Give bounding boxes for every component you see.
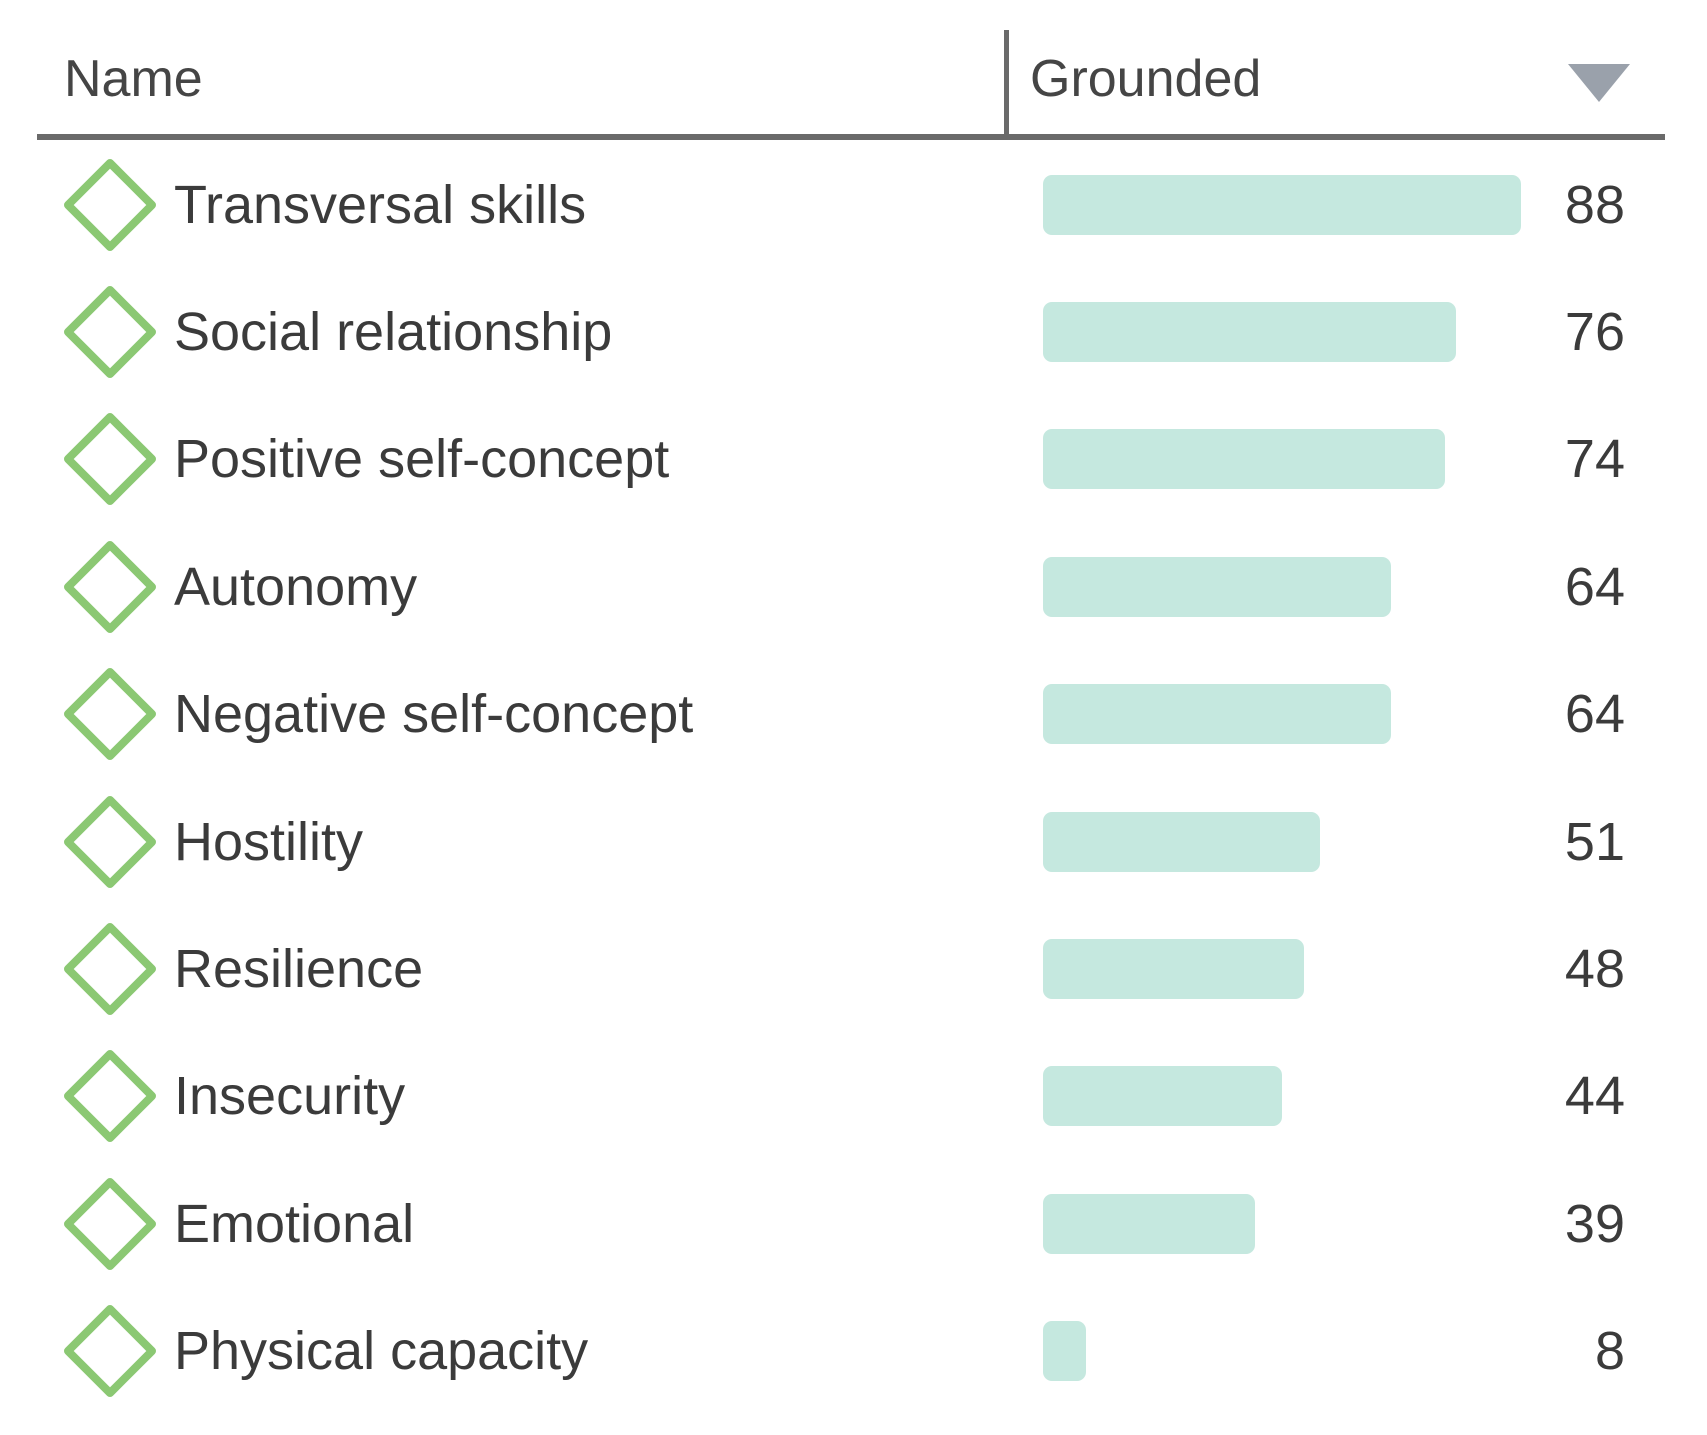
- code-diamond-icon: [64, 1177, 156, 1270]
- code-diamond-icon: [64, 668, 156, 761]
- grounded-value: 48: [1564, 939, 1625, 1000]
- column-divider: [1004, 30, 1009, 135]
- code-name-label: Negative self-concept: [174, 684, 694, 745]
- code-diamond-icon: [64, 286, 156, 379]
- code-name-label: Hostility: [174, 811, 364, 872]
- code-name-label: Transversal skills: [174, 174, 587, 235]
- grounded-value: 44: [1564, 1066, 1625, 1127]
- grounded-bar: [1043, 174, 1521, 235]
- grounded-bar: [1043, 811, 1320, 872]
- grounded-value: 8: [1594, 1321, 1625, 1382]
- code-name-label: Autonomy: [174, 556, 418, 617]
- grounded-bar: [1043, 1193, 1255, 1254]
- grounded-bar: [1043, 684, 1391, 745]
- table-row[interactable]: Negative self-concept 64: [0, 651, 1707, 778]
- table-rows: Transversal skills 88 Social relationshi…: [0, 141, 1707, 1415]
- code-diamond-icon: [64, 923, 156, 1016]
- grounded-bar: [1043, 556, 1391, 617]
- table-row[interactable]: Resilience 48: [0, 905, 1707, 1032]
- code-name-label: Positive self-concept: [174, 429, 670, 490]
- table-row[interactable]: Physical capacity 8: [0, 1288, 1707, 1415]
- grounded-bar: [1043, 302, 1456, 363]
- code-diamond-icon: [64, 1305, 156, 1398]
- code-diamond-icon: [64, 540, 156, 633]
- code-name-label: Resilience: [174, 939, 424, 1000]
- table-row[interactable]: Insecurity 44: [0, 1033, 1707, 1160]
- grounded-bar: [1043, 1321, 1086, 1382]
- grounded-bar: [1043, 429, 1445, 490]
- header-underline: [37, 134, 1665, 140]
- code-name-label: Physical capacity: [174, 1321, 589, 1382]
- code-name-label: Social relationship: [174, 302, 613, 363]
- grounded-value: 51: [1564, 811, 1625, 872]
- grounded-value: 64: [1564, 684, 1625, 745]
- code-name-label: Insecurity: [174, 1066, 406, 1127]
- code-diamond-icon: [64, 795, 156, 888]
- column-header-grounded[interactable]: Grounded: [1030, 50, 1262, 108]
- code-diamond-icon: [64, 158, 156, 251]
- table-row[interactable]: Transversal skills 88: [0, 141, 1707, 268]
- code-name-label: Emotional: [174, 1193, 415, 1254]
- code-diamond-icon: [64, 1050, 156, 1143]
- grounded-value: 74: [1564, 429, 1625, 490]
- grounded-value: 64: [1564, 556, 1625, 617]
- grounded-value: 88: [1564, 174, 1625, 235]
- grounded-value: 76: [1564, 302, 1625, 363]
- sort-descending-triangle-icon[interactable]: [1568, 64, 1630, 102]
- code-diamond-icon: [64, 413, 156, 506]
- table-row[interactable]: Emotional 39: [0, 1160, 1707, 1287]
- table-row[interactable]: Autonomy 64: [0, 523, 1707, 650]
- grounded-bar: [1043, 939, 1304, 1000]
- table-row[interactable]: Positive self-concept 74: [0, 396, 1707, 523]
- table-row[interactable]: Social relationship 76: [0, 268, 1707, 395]
- table-row[interactable]: Hostility 51: [0, 778, 1707, 905]
- grounded-value: 39: [1564, 1193, 1625, 1254]
- column-header-name[interactable]: Name: [64, 50, 203, 108]
- grounded-bar: [1043, 1066, 1282, 1127]
